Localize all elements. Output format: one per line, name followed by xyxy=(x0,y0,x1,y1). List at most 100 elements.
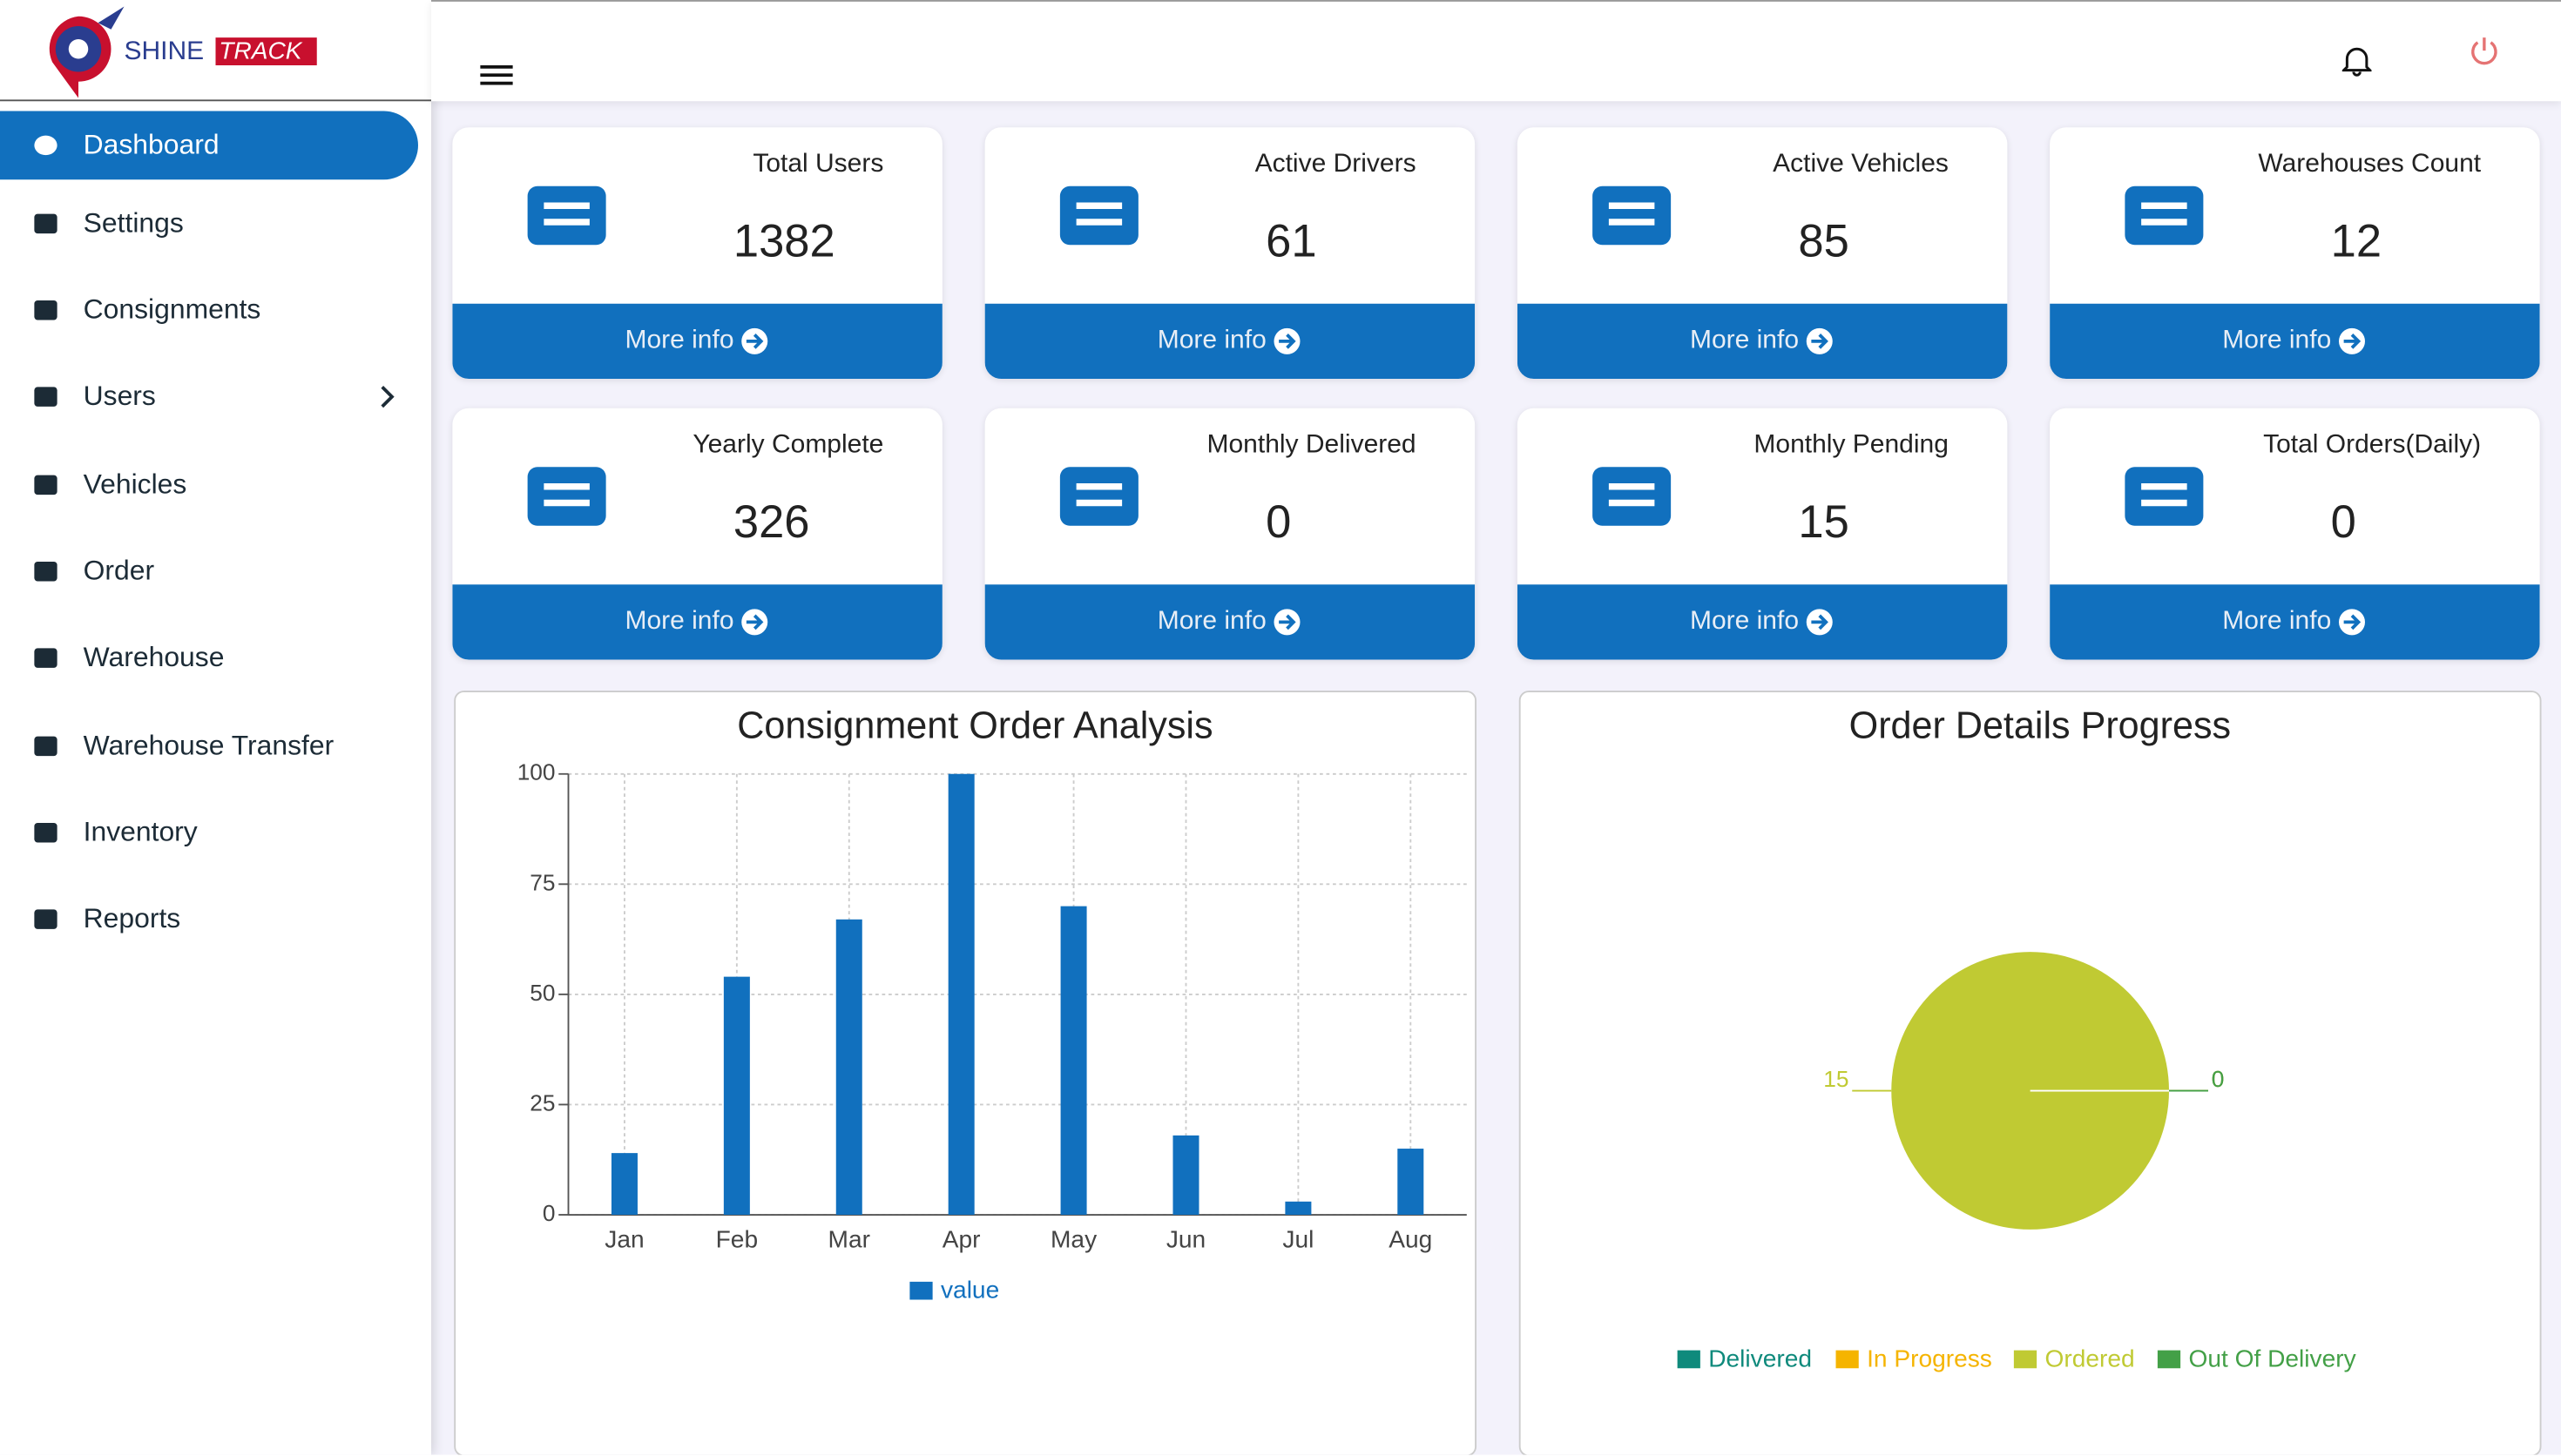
icon-shape xyxy=(34,300,57,320)
menu-item[interactable]: Reports xyxy=(0,885,418,954)
card-value: 61 xyxy=(1266,215,1317,266)
x-tick-label: Feb xyxy=(716,1225,758,1252)
arrow xyxy=(1812,334,1829,349)
pie-panel: Order Details Progress 0 0 15 0 Delivered In P… xyxy=(1518,691,2542,1455)
icon-shape xyxy=(34,823,57,843)
arrow-icon xyxy=(741,609,768,636)
logo: SHINE TRACK xyxy=(49,6,317,98)
card-icon xyxy=(527,467,606,526)
stat-card: Total Orders(Daily) 0 More info xyxy=(2050,408,2540,660)
icon-shape xyxy=(1059,467,1139,526)
menu-icon xyxy=(34,823,57,843)
more-info[interactable]: More info xyxy=(1517,303,2008,379)
card-icon xyxy=(2125,467,2204,526)
y-tick-label: 75 xyxy=(530,869,555,895)
more-info-label: More info xyxy=(625,327,734,354)
arrow xyxy=(2344,614,2362,630)
menu-item[interactable]: Warehouse Transfer xyxy=(0,712,418,781)
legend-swatch xyxy=(909,1281,933,1300)
arrow xyxy=(1279,614,1297,630)
more-info[interactable]: More info xyxy=(452,584,943,660)
more-info-label: More info xyxy=(1157,327,1267,354)
card-value: 12 xyxy=(2330,215,2382,266)
arrow xyxy=(1279,334,1297,349)
logout[interactable] xyxy=(2468,34,2501,67)
menu-icon xyxy=(34,648,57,668)
data-label: 0 xyxy=(2212,1066,2225,1092)
arrow xyxy=(747,614,765,630)
stat-card: Yearly Complete 326 More info xyxy=(452,408,943,660)
icon-detail xyxy=(1608,202,1655,209)
chart-title: Order Details Progress xyxy=(1849,705,2231,747)
more-info[interactable]: More info xyxy=(2050,584,2540,660)
menu-item[interactable]: Dashboard xyxy=(0,111,418,180)
menu-item[interactable]: Order xyxy=(0,537,418,606)
icon-detail xyxy=(1076,483,1123,490)
menu-label: Warehouse xyxy=(83,641,225,673)
card-title: Total Users xyxy=(753,150,884,179)
menu-item[interactable]: Vehicles xyxy=(0,451,418,520)
legend-label: value xyxy=(941,1277,999,1304)
more-info[interactable]: More info xyxy=(984,584,1476,660)
data-label: 15 xyxy=(1823,1066,1848,1092)
icon-detail xyxy=(544,483,590,490)
more-info-label: More info xyxy=(2222,327,2332,354)
menu-item[interactable]: Users xyxy=(0,362,418,431)
icon-detail xyxy=(2141,202,2187,209)
more-info[interactable]: More info xyxy=(984,303,1476,379)
icon-detail xyxy=(544,499,590,507)
bar xyxy=(723,976,750,1215)
stat-card: Total Users 1382 More info xyxy=(452,127,943,379)
legend-swatch xyxy=(2157,1350,2181,1369)
icon-shape xyxy=(34,135,57,156)
more-info[interactable]: More info xyxy=(452,303,943,379)
arrow xyxy=(1812,614,1829,630)
menu-item[interactable]: Settings xyxy=(0,190,418,259)
sidebar: SHINE TRACK Dashboard Settings Consignment… xyxy=(0,0,431,1455)
icon-shape xyxy=(34,387,57,407)
more-info-label: More info xyxy=(1157,607,1267,636)
card-icon xyxy=(1059,185,1139,246)
card-value: 1382 xyxy=(733,215,835,266)
card-value: 0 xyxy=(1266,496,1292,548)
more-info[interactable]: More info xyxy=(1517,584,2008,660)
more-info[interactable]: More info xyxy=(2050,303,2540,379)
stat-card: Active Vehicles 85 More info xyxy=(1517,127,2008,379)
menu-icon xyxy=(34,909,57,929)
icon-shape xyxy=(527,185,606,246)
card-icon xyxy=(1059,467,1139,526)
y-tick-label: 100 xyxy=(517,759,556,785)
menu-toggle[interactable] xyxy=(480,64,513,86)
icon-shape xyxy=(1592,185,1672,246)
x-tick-label: Mar xyxy=(828,1225,870,1252)
menu-label: Order xyxy=(83,555,155,587)
icon-detail xyxy=(1076,202,1123,209)
menu-label: Warehouse Transfer xyxy=(83,730,334,761)
icon-shape xyxy=(2125,185,2204,246)
menu-label: Settings xyxy=(83,207,184,239)
card-title: Active Vehicles xyxy=(1773,150,1949,179)
icon-shape xyxy=(34,213,57,234)
card-title: Monthly Pending xyxy=(1754,431,1949,459)
menu-label: Dashboard xyxy=(83,129,220,160)
menu-item[interactable]: Consignments xyxy=(0,276,418,345)
menu-label: Users xyxy=(83,380,156,412)
legend-label: Ordered xyxy=(2045,1345,2135,1372)
menu-icon xyxy=(34,736,57,757)
icon-detail xyxy=(1608,499,1655,507)
x-tick-label: Jul xyxy=(1282,1225,1314,1252)
icon-shape xyxy=(2125,467,2204,526)
menu-item[interactable]: Warehouse xyxy=(0,624,418,692)
card-value: 0 xyxy=(2330,496,2356,548)
y-tick-label: 0 xyxy=(543,1200,556,1226)
card-value: 326 xyxy=(733,496,810,548)
menu-label: Inventory xyxy=(83,816,198,848)
card-icon xyxy=(527,185,606,246)
more-info-label: More info xyxy=(1689,607,1800,636)
menu-label: Reports xyxy=(83,902,181,934)
notifications[interactable] xyxy=(2341,44,2372,78)
more-info-label: More info xyxy=(1689,327,1800,354)
bar xyxy=(948,773,975,1215)
menu-item[interactable]: Inventory xyxy=(0,799,418,867)
